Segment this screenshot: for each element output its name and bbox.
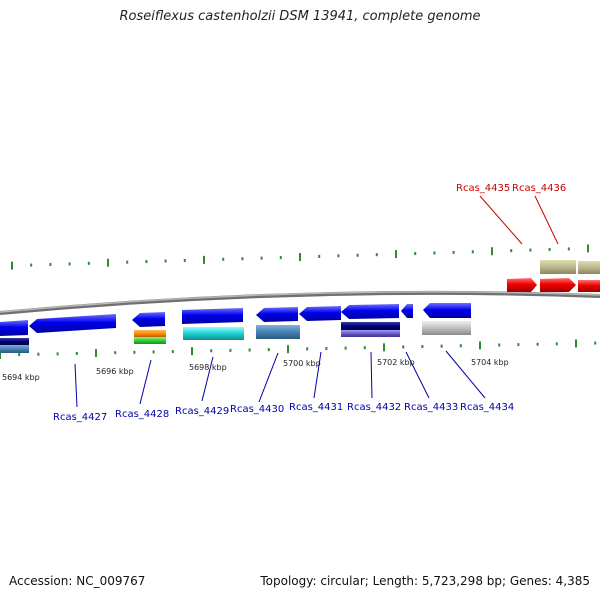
gene-label-rcas-4429[interactable]: Rcas_4429 xyxy=(175,406,229,417)
scale-label: 5700 kbp xyxy=(283,359,321,368)
gene-label-rcas-4434[interactable]: Rcas_4434 xyxy=(460,402,514,413)
genome-backbone xyxy=(0,290,600,315)
annotation-slate xyxy=(341,330,400,337)
scale-label: 5694 kbp xyxy=(2,373,40,382)
genome-summary-text: Topology: circular; Length: 5,723,298 bp… xyxy=(260,574,590,588)
scale-labels: 5694 kbp 5696 kbp 5698 kbp 5700 kbp 5702… xyxy=(2,358,509,382)
gene-rcas-4431-arrow[interactable] xyxy=(299,306,341,321)
gene-rcas-4428-arrow[interactable] xyxy=(132,312,165,327)
annotation-navy xyxy=(0,338,29,345)
scale-label: 5696 kbp xyxy=(96,367,134,376)
leader-lines xyxy=(74,195,559,408)
scale-label: 5704 kbp xyxy=(471,358,509,367)
lower-track xyxy=(0,303,471,353)
gene-label-rcas-4427[interactable]: Rcas_4427 xyxy=(53,412,107,423)
annotation-cyan xyxy=(183,327,244,340)
gene-rcas-4434-arrow[interactable] xyxy=(423,303,471,318)
gene-label-rcas-4430[interactable]: Rcas_4430 xyxy=(230,404,284,415)
annotation-silver xyxy=(422,321,471,335)
annotation-green xyxy=(134,337,166,344)
annotation-khaki xyxy=(578,261,600,274)
gene-label-rcas-4435[interactable]: Rcas_4435 xyxy=(456,183,510,194)
scale-label: 5702 kbp xyxy=(377,358,415,367)
genome-backbone-highlight xyxy=(0,291,600,313)
tick-row-lower xyxy=(0,339,597,359)
gene-rcas-4433-arrow[interactable] xyxy=(401,304,413,318)
gene-rcas-4435-arrow[interactable] xyxy=(507,278,537,292)
gene-labels-upper: Rcas_4435 Rcas_4436 xyxy=(456,183,566,194)
accession-text: Accession: NC_009767 xyxy=(9,574,146,588)
annotation-steelblue xyxy=(0,345,29,353)
gene-label-rcas-4433[interactable]: Rcas_4433 xyxy=(404,402,458,413)
gene-rcas-4432-arrow[interactable] xyxy=(341,304,399,319)
gene-label-rcas-4436[interactable]: Rcas_4436 xyxy=(512,183,566,194)
annotation-orange xyxy=(134,330,166,337)
gene-rcas-4430-arrow[interactable] xyxy=(256,307,298,322)
annotation-khaki xyxy=(540,260,576,274)
tick-row-upper xyxy=(11,244,589,270)
gene-label-rcas-4431[interactable]: Rcas_4431 xyxy=(289,402,343,413)
scale-label: 5698 kbp xyxy=(189,363,227,372)
gene-rcas-4427-arrow[interactable] xyxy=(29,314,116,333)
page-title: Roseiflexus castenholzii DSM 13941, comp… xyxy=(119,9,481,24)
gene-rcas-4429-arrow[interactable] xyxy=(182,308,243,324)
gene-label-rcas-4428[interactable]: Rcas_4428 xyxy=(115,409,169,420)
gene-rcas-4436-arrow[interactable] xyxy=(540,278,576,292)
gene-arrow[interactable] xyxy=(578,280,600,292)
annotation-navy xyxy=(341,322,400,330)
upper-track xyxy=(507,260,600,292)
gene-arrow[interactable] xyxy=(0,320,28,336)
gene-label-rcas-4432[interactable]: Rcas_4432 xyxy=(347,402,401,413)
annotation-steelblue xyxy=(256,325,300,339)
gene-labels: Rcas_4427 Rcas_4428 Rcas_4429 Rcas_4430 … xyxy=(53,402,514,423)
